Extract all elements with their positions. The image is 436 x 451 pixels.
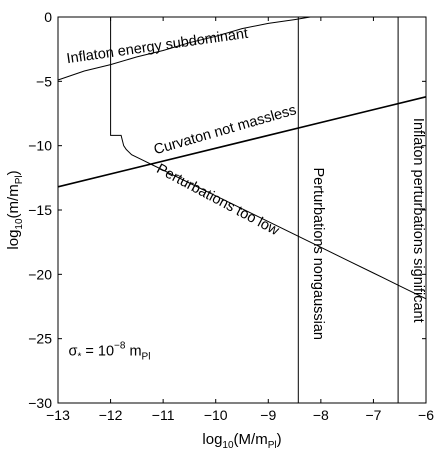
- annotation-label: Perturbations too low: [154, 161, 282, 239]
- x-tick-label: −6: [418, 407, 434, 423]
- annotation-label: Perturbations nongaussian: [310, 167, 326, 340]
- x-tick-label: −8: [313, 407, 329, 423]
- y-axis-label: log10(m/mPl): [5, 170, 25, 249]
- chart-marks: [57, 16, 427, 403]
- series-line-2: [110, 17, 427, 300]
- x-tick-label: −11: [152, 407, 175, 423]
- chart-ticks: −13 −12 −11 −10 −9 −8 −7 −6 0 −5 −10 −15 −20 −25 −30: [28, 9, 434, 423]
- x-tick-label: −13: [46, 407, 70, 423]
- sigma-label: σ* = 10−8 mPl: [69, 340, 151, 362]
- y-tick-label: −10: [28, 138, 52, 154]
- chart-annotations: Inflaton energy subdominant Curvaton not …: [66, 26, 426, 340]
- x-tick-label: −9: [260, 407, 276, 423]
- x-tick-label: −10: [204, 407, 228, 423]
- annotation-label: Inflaton energy subdominant: [66, 26, 249, 67]
- y-tick-label: 0: [44, 9, 52, 25]
- annotation-label: Curvaton not massless: [152, 102, 298, 158]
- y-tick-label: −15: [28, 202, 52, 218]
- series-line-3: [57, 96, 427, 188]
- y-tick-label: −5: [36, 73, 52, 89]
- annotation-label: Inflaton perturbations significant: [410, 118, 426, 323]
- x-axis-label: log10(M/mPl): [202, 431, 281, 451]
- plot-frame: [57, 16, 427, 404]
- series-line-1: [57, 16, 311, 81]
- x-tick-label: −7: [365, 407, 381, 423]
- y-tick-label: −30: [28, 395, 52, 411]
- x-tick-label: −12: [99, 407, 123, 423]
- y-tick-label: −25: [28, 331, 52, 347]
- y-tick-label: −20: [28, 266, 52, 282]
